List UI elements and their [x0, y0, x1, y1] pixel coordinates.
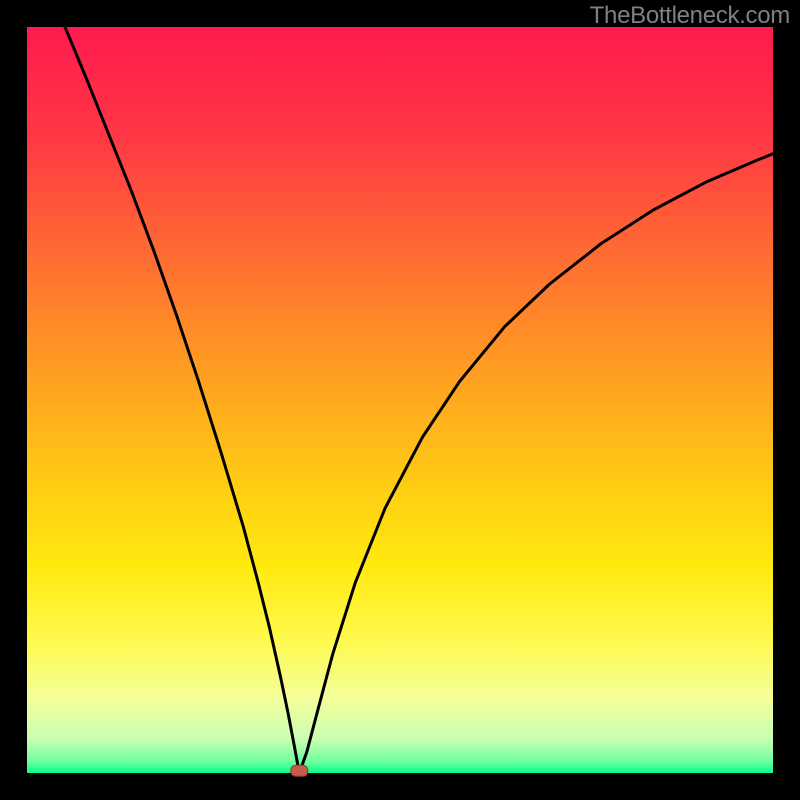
chart-svg	[0, 0, 800, 800]
plot-background	[27, 27, 773, 773]
min-marker	[291, 765, 308, 776]
chart-frame: TheBottleneck.com	[0, 0, 800, 800]
watermark-text: TheBottleneck.com	[590, 2, 790, 30]
